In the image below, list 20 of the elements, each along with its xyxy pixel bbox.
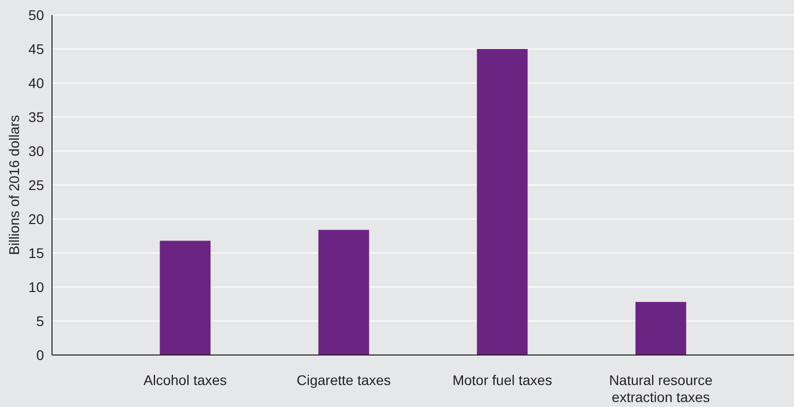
y-tick-label: 25 xyxy=(28,176,44,193)
y-tick-label: 0 xyxy=(36,346,44,363)
y-axis-title: Billions of 2016 dollars xyxy=(6,114,22,256)
y-tick-label: 15 xyxy=(28,244,44,261)
y-tick-label: 45 xyxy=(28,40,44,57)
x-tick-label: Motor fuel taxes xyxy=(452,372,552,388)
y-tick-label: 5 xyxy=(36,312,44,329)
bar xyxy=(160,240,211,355)
x-tick-label: Natural resource extraction taxes xyxy=(609,372,713,405)
y-tick-label: 10 xyxy=(28,278,44,295)
y-tick-label: 35 xyxy=(28,108,44,125)
x-tick-label: Alcohol taxes xyxy=(144,372,227,388)
bar xyxy=(318,230,370,355)
y-tick-label: 50 xyxy=(28,6,44,23)
x-tick-label: Cigarette taxes xyxy=(296,372,391,388)
bar xyxy=(476,49,528,355)
y-tick-label: 20 xyxy=(28,210,44,227)
bar xyxy=(635,302,686,355)
y-tick-label: 40 xyxy=(28,74,44,91)
y-tick-label: 30 xyxy=(28,142,44,159)
